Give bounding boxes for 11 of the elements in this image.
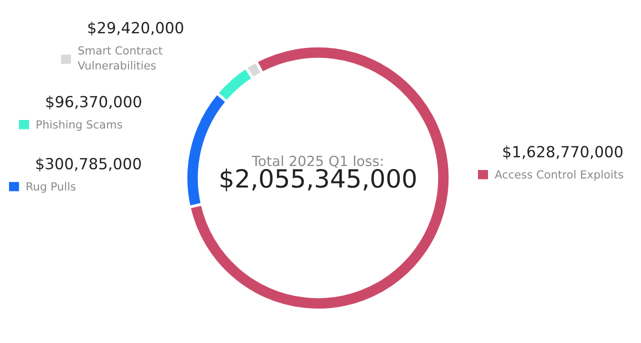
data-label: $29,420,000 (88, 22, 184, 36)
data-label: $300,785,000 (36, 158, 141, 172)
legend-label: Smart Contract Vulnerabilities (78, 46, 162, 70)
legend-label: Access Control Exploits (494, 170, 624, 181)
data-label: $1,628,770,000 (503, 146, 622, 160)
legend-label: Rug Pulls (26, 182, 76, 193)
text: $2,055,345,000 (220, 168, 416, 192)
text: Total 2025 Q1 loss: (252, 155, 383, 168)
legend-label: Phishing Scams (36, 120, 122, 131)
data-label: $96,370,000 (46, 96, 142, 110)
donut-slice (188, 44, 452, 312)
